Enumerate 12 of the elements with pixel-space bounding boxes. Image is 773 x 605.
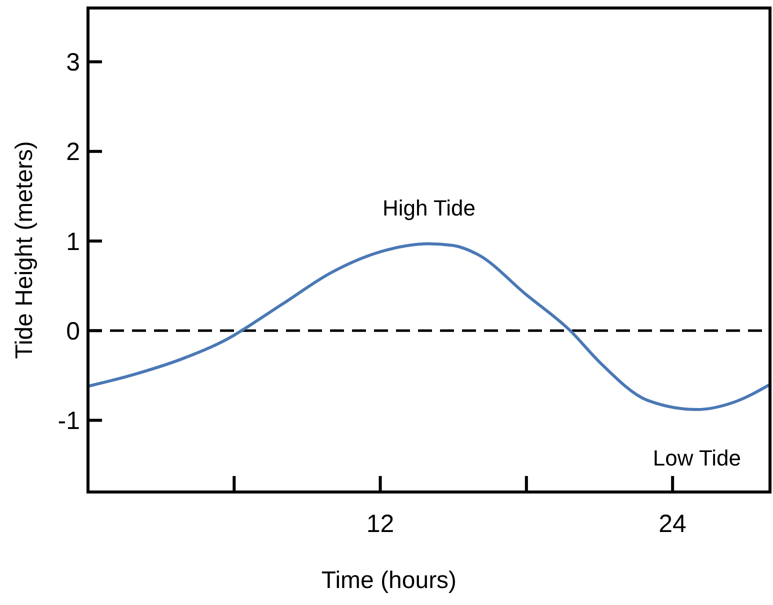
y-axis-title: Tide Height (meters) [11, 141, 38, 359]
annotation: Low Tide [652, 446, 741, 471]
y-tick-label: 1 [66, 228, 80, 256]
x-tick-label: 12 [366, 510, 394, 538]
annotation: High Tide [382, 196, 476, 221]
x-axis-title: Time (hours) [321, 567, 457, 594]
y-tick-label: 2 [66, 138, 80, 166]
line-series [86, 242, 772, 412]
y-tick-label: -1 [58, 407, 80, 436]
y-tick-label: 3 [66, 48, 80, 77]
x-tick-label: 24 [658, 510, 687, 538]
y-tick-label: 0 [66, 317, 80, 346]
